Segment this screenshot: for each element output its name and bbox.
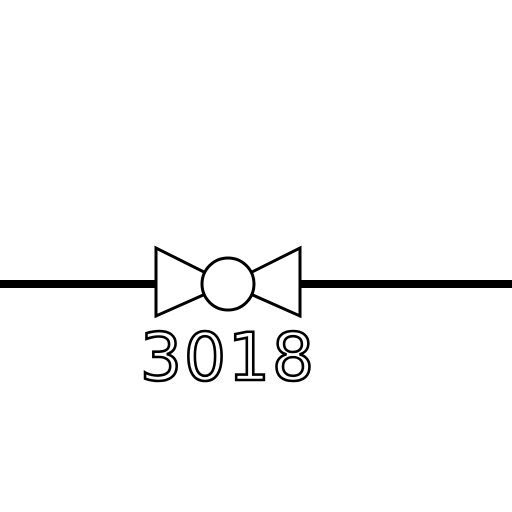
valve-tag-label: 3018 — [140, 319, 316, 396]
ball-valve-symbol[interactable] — [154, 245, 302, 319]
valve-left-triangle — [154, 245, 232, 319]
valve-ball-circle — [200, 256, 256, 312]
valve-right-triangle — [224, 245, 302, 319]
